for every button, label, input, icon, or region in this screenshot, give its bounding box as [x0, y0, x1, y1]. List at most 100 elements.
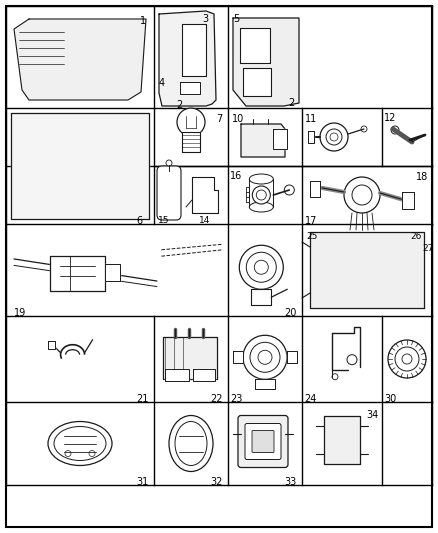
- Circle shape: [80, 138, 90, 148]
- Ellipse shape: [249, 174, 273, 184]
- Polygon shape: [308, 131, 314, 143]
- Text: 30: 30: [384, 394, 396, 404]
- Polygon shape: [310, 181, 320, 197]
- Circle shape: [239, 245, 283, 289]
- Text: 25: 25: [306, 232, 318, 241]
- Polygon shape: [310, 232, 424, 308]
- Circle shape: [67, 125, 103, 161]
- Text: 11: 11: [305, 114, 317, 124]
- Text: 6: 6: [136, 216, 142, 226]
- Circle shape: [402, 354, 412, 364]
- Polygon shape: [192, 177, 218, 213]
- Circle shape: [395, 347, 419, 371]
- Circle shape: [344, 177, 380, 213]
- Text: 3: 3: [202, 14, 208, 24]
- Circle shape: [313, 255, 343, 285]
- Polygon shape: [243, 68, 271, 96]
- Ellipse shape: [175, 422, 207, 465]
- FancyBboxPatch shape: [245, 424, 281, 459]
- Polygon shape: [193, 369, 215, 381]
- Ellipse shape: [48, 422, 112, 465]
- Circle shape: [256, 190, 266, 200]
- Circle shape: [388, 340, 426, 378]
- Text: 23: 23: [230, 394, 242, 404]
- Polygon shape: [106, 264, 120, 281]
- Text: 24: 24: [304, 394, 316, 404]
- Polygon shape: [182, 24, 206, 76]
- Text: 1: 1: [140, 16, 146, 26]
- Text: 20: 20: [284, 308, 297, 318]
- Polygon shape: [273, 129, 287, 149]
- Text: 21: 21: [136, 394, 148, 404]
- Text: 14: 14: [199, 216, 210, 225]
- Polygon shape: [180, 82, 200, 94]
- Circle shape: [392, 256, 420, 284]
- FancyBboxPatch shape: [241, 46, 269, 58]
- Text: 10: 10: [232, 114, 244, 124]
- Circle shape: [330, 133, 338, 141]
- Polygon shape: [159, 11, 216, 106]
- Polygon shape: [241, 124, 285, 157]
- FancyBboxPatch shape: [347, 241, 353, 299]
- Text: 7: 7: [216, 114, 222, 124]
- Ellipse shape: [54, 426, 106, 461]
- Circle shape: [166, 160, 172, 166]
- Polygon shape: [251, 289, 271, 305]
- Polygon shape: [233, 351, 243, 364]
- Text: 2: 2: [288, 98, 294, 108]
- Circle shape: [243, 129, 263, 149]
- Text: 18: 18: [416, 172, 428, 182]
- Ellipse shape: [249, 202, 273, 212]
- Circle shape: [338, 440, 346, 448]
- Circle shape: [252, 186, 270, 204]
- Circle shape: [94, 70, 110, 86]
- Polygon shape: [182, 132, 200, 152]
- Circle shape: [328, 430, 356, 457]
- FancyBboxPatch shape: [238, 416, 288, 467]
- Polygon shape: [402, 192, 414, 209]
- Text: 15: 15: [158, 216, 170, 225]
- Text: 22: 22: [210, 394, 223, 404]
- Circle shape: [177, 108, 205, 136]
- Circle shape: [71, 174, 99, 202]
- Circle shape: [391, 126, 399, 134]
- Text: 33: 33: [284, 477, 296, 487]
- Circle shape: [326, 129, 342, 145]
- Circle shape: [89, 450, 95, 456]
- FancyBboxPatch shape: [252, 431, 274, 453]
- Circle shape: [258, 350, 272, 364]
- FancyBboxPatch shape: [157, 166, 181, 220]
- Circle shape: [361, 126, 367, 132]
- Circle shape: [398, 262, 414, 278]
- Circle shape: [78, 76, 90, 88]
- FancyBboxPatch shape: [181, 84, 197, 92]
- Ellipse shape: [169, 416, 213, 472]
- FancyBboxPatch shape: [345, 241, 351, 299]
- Text: 26: 26: [410, 232, 421, 241]
- Polygon shape: [287, 351, 297, 364]
- Polygon shape: [165, 369, 189, 381]
- FancyBboxPatch shape: [183, 39, 205, 49]
- Circle shape: [243, 335, 287, 379]
- Text: 27: 27: [422, 244, 433, 253]
- Circle shape: [320, 123, 348, 151]
- Text: 12: 12: [384, 113, 396, 123]
- FancyBboxPatch shape: [183, 51, 205, 61]
- Circle shape: [284, 185, 294, 195]
- FancyBboxPatch shape: [244, 82, 270, 93]
- Text: 5: 5: [233, 14, 239, 24]
- Circle shape: [246, 252, 276, 282]
- Polygon shape: [163, 337, 217, 379]
- Polygon shape: [11, 113, 149, 219]
- FancyBboxPatch shape: [183, 63, 205, 73]
- Text: 4: 4: [159, 78, 165, 88]
- FancyBboxPatch shape: [183, 27, 205, 37]
- Circle shape: [352, 185, 372, 205]
- Circle shape: [334, 435, 350, 451]
- Polygon shape: [233, 18, 299, 106]
- Circle shape: [73, 71, 95, 93]
- Circle shape: [248, 134, 258, 144]
- Circle shape: [324, 266, 332, 274]
- Circle shape: [319, 261, 337, 279]
- Text: 19: 19: [14, 308, 26, 318]
